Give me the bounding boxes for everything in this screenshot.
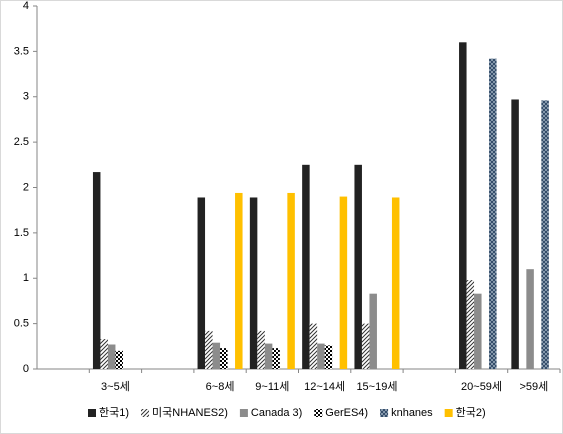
bar [92, 172, 101, 369]
bar [115, 350, 123, 369]
y-tick-label: 3.5 [14, 45, 29, 57]
legend-swatch [88, 409, 96, 417]
legend-label: knhanes [391, 407, 433, 419]
x-tick-label: 15~19세 [356, 380, 397, 393]
bar [459, 42, 467, 370]
bar [391, 197, 400, 369]
bar [309, 323, 318, 369]
y-tick-label: 0 [23, 363, 29, 375]
bar [272, 348, 280, 369]
legend-swatch [141, 409, 150, 417]
bar [287, 192, 295, 369]
y-tick-label: 2 [23, 181, 29, 193]
bar [249, 197, 258, 369]
bar [324, 345, 333, 369]
bar [361, 323, 370, 369]
bar [100, 339, 108, 369]
x-tick-label: 20~59세 [461, 380, 502, 393]
legend-label: Canada 3) [251, 407, 302, 419]
x-tick-label: 6~8세 [206, 380, 235, 393]
y-tick-label: 3 [23, 91, 29, 103]
bar [197, 197, 206, 369]
bar [354, 164, 362, 369]
legend-swatch [314, 409, 323, 417]
y-tick-label: 2.5 [14, 136, 29, 148]
bar [339, 196, 348, 369]
bar [489, 58, 497, 369]
bar [369, 293, 377, 369]
x-tick-label: 12~14세 [304, 380, 345, 393]
bar [107, 344, 116, 369]
y-tick-label: 1.5 [14, 227, 29, 239]
bar [466, 280, 475, 369]
bar [212, 342, 221, 369]
bar [264, 343, 273, 369]
x-tick-label: 3~5세 [101, 380, 130, 393]
bar [317, 343, 325, 369]
bar [257, 330, 265, 369]
x-tick-label: 9~11세 [255, 380, 289, 393]
legend-label: GerES4) [325, 407, 368, 419]
bar [526, 269, 534, 369]
bar [220, 348, 228, 369]
legend-swatch [444, 409, 453, 417]
bar [511, 99, 519, 369]
bar [205, 330, 213, 369]
bar [235, 192, 243, 369]
y-tick-label: 1 [23, 272, 29, 284]
y-tick-label: 4 [23, 0, 29, 12]
legend-label: 한국1) [99, 406, 129, 419]
legend-swatch [239, 409, 248, 417]
x-tick-label: >59세 [519, 380, 548, 393]
legend-label: 미국NHANES2) [152, 406, 228, 419]
bar [302, 164, 310, 369]
bar [474, 293, 482, 369]
y-tick-label: 0.5 [14, 318, 29, 330]
legend-label: 한국2) [456, 406, 486, 419]
bar [541, 100, 549, 369]
legend-swatch [380, 409, 389, 417]
